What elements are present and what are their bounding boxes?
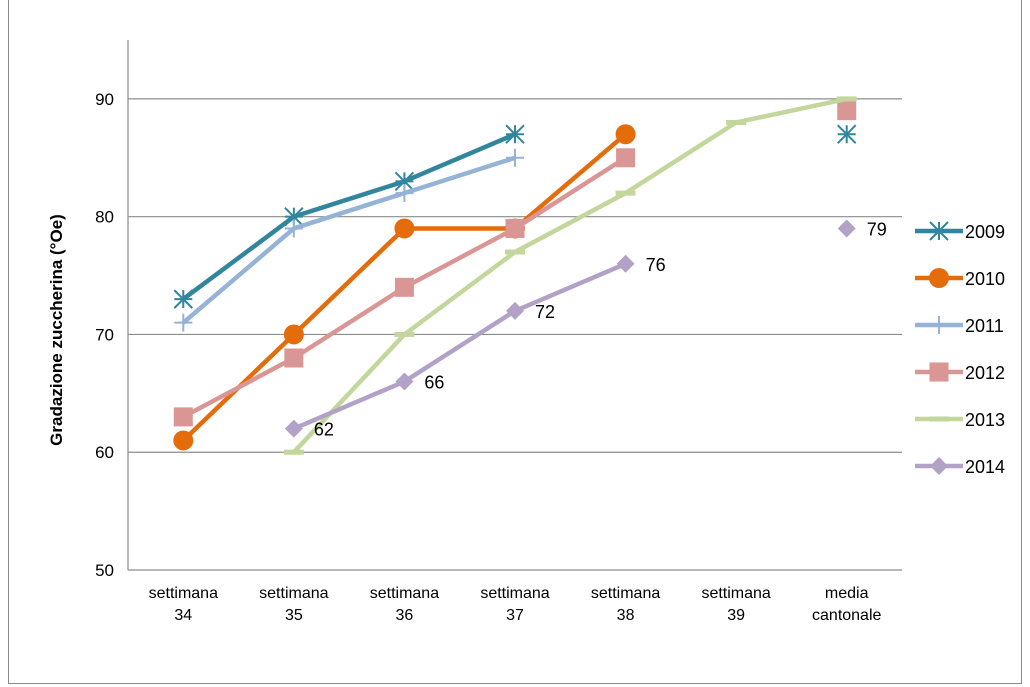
marker-diamond [395,372,414,391]
legend: 2009 2010 2011 2012 2013 2014 [915,221,1005,477]
marker-circle [283,324,304,345]
marker-dash [836,96,857,102]
y-axis-title: Gradazione zuccherina (°Oe) [47,214,66,446]
marker-square [837,101,857,121]
series-2013 [283,96,857,455]
legend-label: 2010 [965,269,1005,289]
legend-item-2014: 2014 [915,457,1005,477]
marker-diamond [506,301,524,320]
marker-square [173,407,193,427]
legend-item-2010: 2010 [915,268,1005,289]
marker-plus [506,148,524,167]
marker-star [505,124,525,144]
marker-dash [726,119,747,125]
legend-item-2009: 2009 [915,221,1005,242]
gridlines [128,98,902,453]
marker-circle [394,218,415,239]
marker-square [284,348,304,368]
legend-item-2013: 2013 [915,410,1005,430]
series-line-2011 [181,155,516,325]
legend-label: 2013 [965,410,1005,430]
marker-plus [395,184,414,203]
legend-item-2011: 2011 [915,316,1004,336]
series-2014 [284,219,856,438]
marker-diamond [837,219,856,238]
marker-plus [284,219,303,238]
marker-dash [505,249,525,255]
marker-diamond [930,457,948,475]
x-tick-label: settimana 36 [370,585,439,624]
marker-circle [615,124,636,145]
marker-dash [615,190,636,196]
x-tick-label: settimana 34 [149,585,218,624]
data-labels: 62 66 72 76 79 [314,219,887,439]
series-line-2013 [292,96,848,454]
y-tick-label: 50 [95,561,114,580]
marker-diamond [616,254,635,273]
series-line-2009 [181,132,516,301]
y-tick-label: 80 [95,208,114,227]
data-label: 79 [867,219,887,239]
marker-star [173,289,193,309]
axes: 50 60 70 80 90 settimana 34 settimana 35 settiman… [95,40,902,624]
data-label: 76 [646,255,666,275]
y-tick-label: 60 [95,443,114,462]
data-label: 62 [314,420,334,440]
legend-label: 2012 [965,363,1005,383]
marker-plus [930,316,948,334]
marker-square [394,277,414,297]
x-tick-label: settimana 39 [701,585,770,624]
legend-label: 2011 [965,316,1004,336]
series-2012 [173,101,857,427]
marker-circle [929,268,949,288]
x-tick-label: settimana 38 [591,585,660,624]
x-tick-label: settimana 35 [259,585,328,624]
marker-dash [283,449,304,455]
legend-label: 2009 [965,222,1005,242]
marker-star [837,124,857,144]
marker-square [929,362,949,382]
legend-item-2012: 2012 [915,362,1005,383]
data-label: 72 [535,302,555,322]
marker-square [505,218,525,238]
marker-star [929,221,949,241]
marker-dash [394,331,415,337]
x-tick-label: settimana 37 [480,585,549,624]
series-line-2014 [292,261,627,431]
data-label: 66 [424,373,444,393]
series-group [173,96,857,455]
x-tick-label: media cantonale [812,585,881,624]
y-tick-label: 90 [95,90,114,109]
y-tick-label: 70 [95,325,114,344]
marker-square [616,148,636,168]
marker-dash [929,416,949,422]
legend-label: 2014 [965,457,1005,477]
marker-circle [173,430,194,451]
marker-plus [174,313,193,332]
marker-diamond [284,419,303,438]
